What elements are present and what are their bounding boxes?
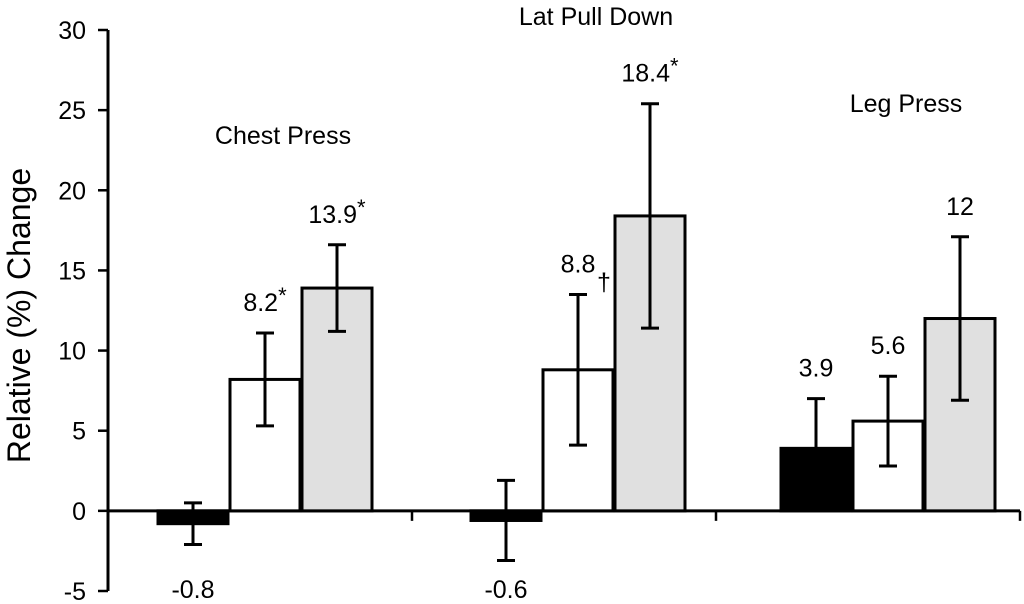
data-label: 5.6 (871, 332, 906, 360)
significance-mark: † (597, 268, 611, 296)
labels-layer: -0.8 8.2* 13.9* Chest Press -0.6 8.8† 18.4* Lat… (171, 3, 973, 604)
group-label: Chest Press (215, 122, 351, 150)
group-label: Lat Pull Down (519, 3, 673, 31)
data-label: 18.4* (621, 54, 679, 88)
data-label: 8.2* (243, 283, 287, 317)
significance-mark: * (670, 54, 679, 79)
y-axis-label: Relative (%) Change (1, 168, 37, 463)
data-label: 12 (946, 193, 974, 221)
data-label: 8.8 (561, 250, 596, 278)
y-tick-label: 0 (72, 498, 86, 526)
data-label: -0.6 (484, 576, 527, 604)
y-tick-label: 10 (58, 338, 86, 366)
y-tick-label: 20 (58, 177, 86, 205)
significance-mark: * (357, 195, 366, 220)
y-axis: -5 0 5 10 15 20 25 30 (58, 17, 110, 604)
y-tick-label: -5 (64, 578, 86, 604)
y-tick-label: 15 (58, 257, 86, 285)
y-tick-label: 5 (72, 418, 86, 446)
group-label: Leg Press (850, 90, 963, 118)
data-label: -0.8 (171, 576, 214, 604)
data-label: 3.9 (799, 355, 834, 383)
significance-mark: * (278, 283, 287, 308)
bars-layer (156, 102, 997, 563)
y-tick-label: 30 (58, 17, 86, 45)
y-tick-label: 25 (58, 97, 86, 125)
data-label: 13.9* (308, 195, 366, 229)
